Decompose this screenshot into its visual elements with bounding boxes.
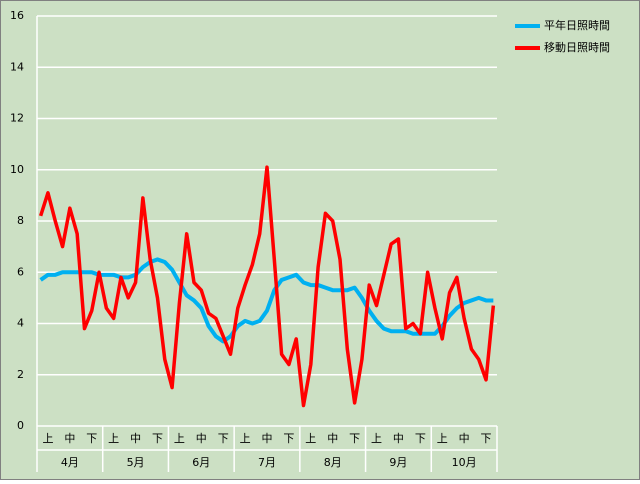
x-tick-label: 下 [283,432,294,445]
x-tick-label: 下 [218,432,229,445]
y-tick-label: 0 [17,419,24,432]
x-tick-label: 上 [437,432,448,445]
month-label: 8月 [324,456,342,469]
x-tick-label: 中 [327,432,338,445]
legend-label: 平年日照時間 [544,18,610,32]
x-tick-label: 中 [64,432,75,445]
month-label: 6月 [192,456,210,469]
x-tick-label: 下 [481,432,492,445]
month-label: 7月 [258,456,276,469]
x-tick-label: 中 [130,432,141,445]
x-tick-label: 中 [262,432,273,445]
series-line [38,165,496,408]
month-label: 4月 [61,456,79,469]
x-tick-label: 上 [240,432,251,445]
x-tick-label: 上 [174,432,185,445]
x-tick-label: 上 [371,432,382,445]
y-tick-label: 12 [10,112,24,125]
series-line [39,257,494,344]
x-tick-label: 中 [459,432,470,445]
x-tick-label: 上 [108,432,119,445]
y-tick-label: 14 [10,60,24,73]
legend-label: 移動日照時間 [544,40,610,54]
y-tick-label: 16 [10,9,24,22]
x-tick-label: 下 [152,432,163,445]
x-tick-label: 下 [415,432,426,445]
x-tick-label: 上 [305,432,316,445]
month-label: 9月 [389,456,407,469]
y-tick-label: 4 [17,317,24,330]
month-label: 5月 [127,456,145,469]
x-tick-label: 下 [349,432,360,445]
x-tick-label: 下 [86,432,97,445]
x-tick-label: 中 [393,432,404,445]
y-tick-label: 2 [17,368,24,381]
x-tick-label: 上 [42,432,53,445]
y-tick-label: 8 [17,214,24,227]
month-label: 10月 [452,456,477,469]
y-tick-label: 6 [17,265,24,278]
y-tick-label: 10 [10,163,24,176]
x-tick-label: 中 [196,432,207,445]
